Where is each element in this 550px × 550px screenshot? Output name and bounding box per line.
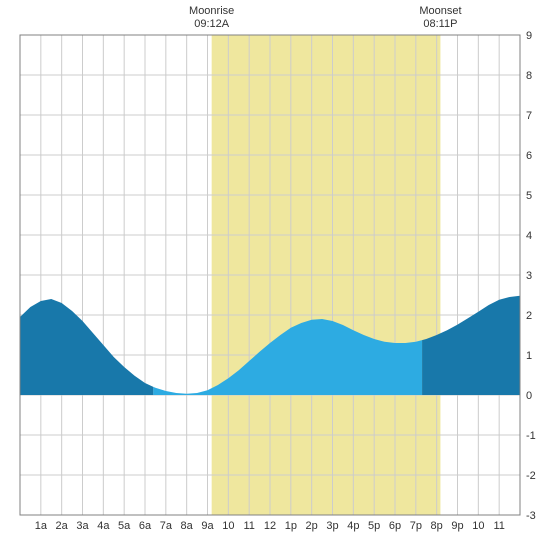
x-tick-label: 12 [264, 520, 276, 532]
y-tick-label: 3 [526, 270, 532, 282]
x-tick-label: 4a [97, 520, 110, 532]
x-tick-label: 7p [410, 520, 422, 532]
y-tick-label: 0 [526, 390, 532, 402]
x-tick-label: 6a [139, 520, 152, 532]
x-tick-label: 11 [493, 520, 504, 532]
x-tick-label: 8a [181, 520, 194, 532]
rise-time: 09:12A [194, 18, 230, 30]
x-tick-label: 2p [306, 520, 318, 532]
x-tick-label: 6p [389, 520, 401, 532]
y-tick-label: -3 [526, 510, 536, 522]
x-tick-label: 5a [118, 520, 131, 532]
y-tick-label: 6 [526, 150, 532, 162]
y-tick-label: 9 [526, 30, 532, 42]
x-tick-label: 2a [56, 520, 69, 532]
x-tick-label: 3p [326, 520, 338, 532]
y-tick-label: 4 [526, 230, 532, 242]
y-tick-label: -2 [526, 470, 536, 482]
x-tick-label: 11 [243, 520, 254, 532]
set-time: 08:11P [423, 18, 457, 30]
y-tick-label: 1 [526, 350, 532, 362]
x-tick-label: 7a [160, 520, 173, 532]
x-tick-label: 10 [222, 520, 234, 532]
x-tick-label: 10 [472, 520, 484, 532]
y-tick-label: -1 [526, 430, 536, 442]
rise-title: Moonrise [189, 5, 234, 17]
x-tick-label: 5p [368, 520, 380, 532]
x-tick-label: 1p [285, 520, 297, 532]
y-tick-label: 7 [526, 110, 532, 122]
y-tick-label: 5 [526, 190, 532, 202]
y-tick-label: 8 [526, 70, 532, 82]
set-title: Moonset [419, 5, 461, 17]
x-tick-label: 8p [431, 520, 443, 532]
y-tick-label: 2 [526, 310, 532, 322]
x-tick-label: 1a [35, 520, 48, 532]
x-tick-label: 3a [76, 520, 89, 532]
x-tick-label: 9a [201, 520, 214, 532]
x-tick-label: 4p [347, 520, 359, 532]
x-tick-label: 9p [451, 520, 463, 532]
tide-chart: 1a2a3a4a5a6a7a8a9a1011121p2p3p4p5p6p7p8p… [0, 0, 550, 550]
chart-svg: 1a2a3a4a5a6a7a8a9a1011121p2p3p4p5p6p7p8p… [0, 0, 550, 550]
